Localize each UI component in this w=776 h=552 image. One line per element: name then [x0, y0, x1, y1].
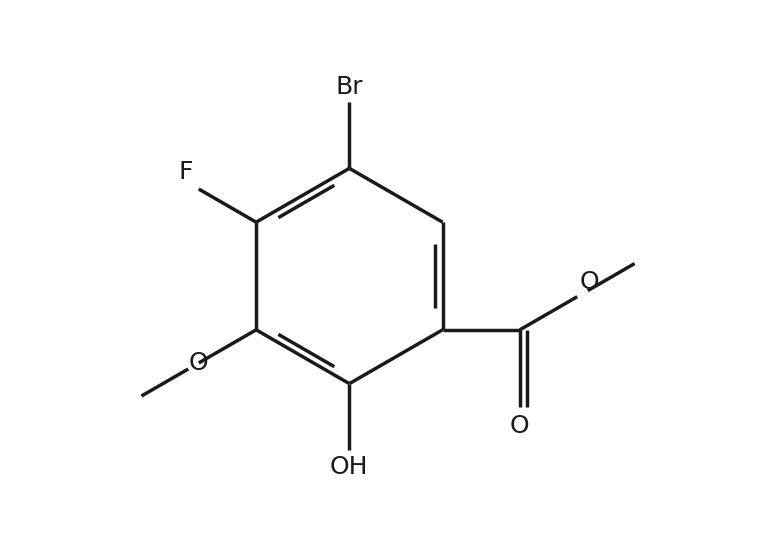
Text: O: O: [189, 351, 209, 375]
Text: O: O: [580, 270, 600, 294]
Text: F: F: [178, 160, 193, 183]
Text: OH: OH: [330, 455, 369, 479]
Text: O: O: [510, 414, 530, 438]
Text: Br: Br: [335, 76, 363, 99]
